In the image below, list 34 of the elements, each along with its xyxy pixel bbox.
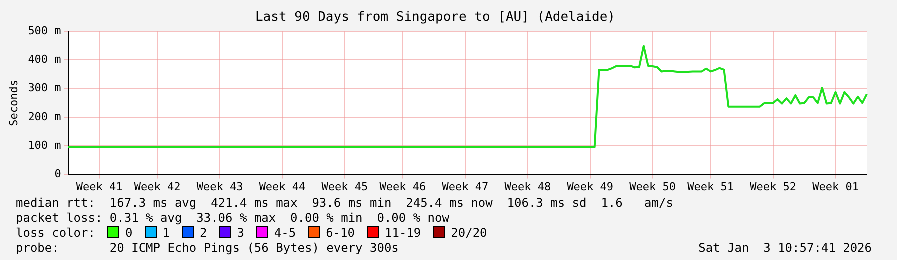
x-tick-label: Week 44 bbox=[259, 180, 306, 194]
y-tick-label: 200 m bbox=[28, 110, 62, 124]
y-tick-label: 500 m bbox=[28, 24, 62, 38]
x-tick-label: Week 41 bbox=[76, 180, 123, 194]
x-tick-label: Week 46 bbox=[380, 180, 426, 194]
text: 6-10 bbox=[326, 226, 356, 240]
x-tick-label: Week 45 bbox=[322, 180, 368, 194]
y-tick-label: 300 m bbox=[28, 82, 62, 95]
y-tick-label: 400 m bbox=[28, 53, 62, 66]
x-tick-label: Week 50 bbox=[630, 180, 676, 194]
text: 0 bbox=[125, 226, 133, 240]
text: packet loss: 0.31 % avg 33.06 % max 0.00 % min 0.00 % now bbox=[16, 211, 450, 225]
x-tick-label: Week 01 bbox=[812, 180, 859, 194]
chart-title: Last 90 Days from Singapore to [AU] (Adelaide) bbox=[255, 10, 616, 26]
x-tick-label: Week 49 bbox=[567, 180, 614, 194]
text: loss color: bbox=[16, 226, 96, 240]
y-tick-label: 0 bbox=[54, 168, 62, 181]
text: median rtt: 167.3 ms avg 421.4 ms max 93.6 ms min 245.4 ms now 106.3 ms sd 1.6 am/s bbox=[16, 196, 674, 210]
x-tick-label: Week 51 bbox=[688, 180, 734, 194]
text: probe: 20 ICMP Echo Pings (56 Bytes) every 300s bbox=[16, 241, 399, 255]
text: 1 bbox=[162, 226, 170, 240]
y-axis-title: Seconds bbox=[7, 80, 20, 126]
x-tick-label: Week 42 bbox=[134, 180, 181, 194]
text: 20/20 bbox=[451, 226, 488, 240]
x-tick-label: Week 43 bbox=[196, 180, 244, 194]
text: Sat Jan 3 10:57:41 2026 bbox=[698, 241, 872, 256]
x-tick-label: Week 47 bbox=[442, 180, 489, 194]
text: 4-5 bbox=[274, 226, 296, 240]
text: 3 bbox=[237, 226, 244, 240]
x-tick-label: Week 48 bbox=[504, 180, 552, 194]
text: 11-19 bbox=[385, 226, 422, 240]
x-tick-label: Week 52 bbox=[750, 180, 796, 194]
y-tick-label: 100 m bbox=[28, 139, 62, 152]
text: 2 bbox=[200, 226, 208, 240]
